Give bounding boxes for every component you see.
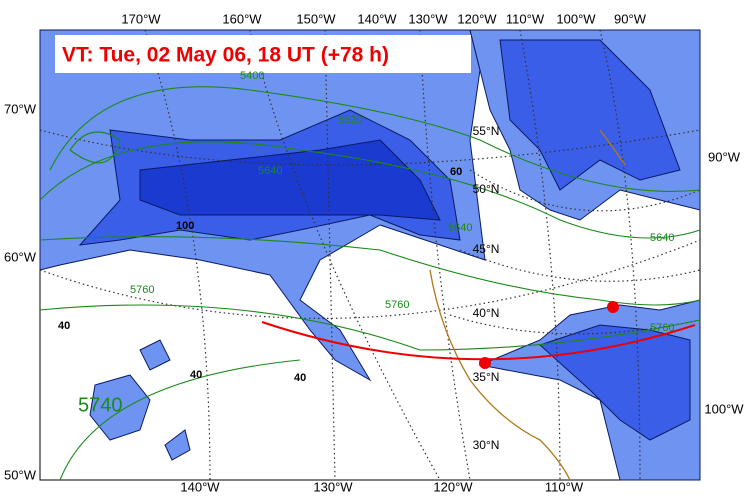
bottom-labels: 140°W 130°W 120°W 110°W: [180, 479, 583, 494]
coastline: [599, 129, 626, 166]
lon-label: 130°W: [408, 11, 448, 26]
lon-label: 100°W: [556, 11, 596, 26]
lat-label: 50°N: [473, 182, 500, 196]
contour-label: 5760: [650, 322, 674, 334]
jet-areas: [39, 29, 701, 481]
title-box: [55, 35, 471, 73]
lon-label: 140°W: [357, 11, 397, 26]
contour-label: 5640: [650, 232, 674, 244]
track-point: [479, 357, 491, 369]
contour-label: 5740: [78, 394, 123, 416]
lon-label: 160°W: [222, 11, 262, 26]
contour-labels: 5400 5520 5640 5640 5760 5760 5640 5760 …: [58, 70, 674, 416]
contour-label: 5760: [130, 284, 154, 296]
lat-label: 35°N: [473, 370, 500, 384]
lat-label: 30°N: [473, 438, 500, 452]
contour-label: 5760: [385, 299, 409, 311]
contour-label: 5640: [448, 222, 472, 234]
lon-label: 140°W: [180, 479, 220, 494]
lon-label: 70°W: [4, 101, 37, 116]
track-line: [261, 321, 696, 361]
lat-label: 55°N: [473, 124, 500, 138]
lon-label: 110°W: [506, 11, 545, 26]
contour-label: 5400: [240, 70, 264, 82]
contour-label: 60: [450, 166, 462, 178]
lon-label: 150°W: [296, 11, 336, 26]
lon-label: 120°W: [433, 479, 473, 494]
contour-label: 40: [190, 369, 202, 381]
lon-label: 50°W: [4, 467, 37, 482]
lon-label: 90°W: [708, 149, 741, 164]
coastline: [429, 269, 571, 481]
lon-label: 130°W: [313, 479, 353, 494]
lon-label: 100°W: [704, 401, 744, 416]
contour-label: 100: [176, 220, 194, 232]
lat-label: 45°N: [473, 242, 500, 256]
side-labels: 70°W 60°W 50°W 90°W 100°W: [4, 101, 744, 482]
contour-label: 40: [58, 320, 70, 332]
lon-label: 120°W: [457, 11, 497, 26]
contour-label: 5640: [258, 165, 282, 177]
lon-label: 90°W: [614, 11, 647, 26]
height-contours: [39, 86, 701, 481]
title: VT: Tue, 02 May 06, 18 UT (+78 h): [62, 44, 389, 67]
graticule: [39, 29, 701, 481]
lat-labels: 55°N 50°N 45°N 40°N 35°N 30°N: [473, 124, 500, 452]
track-point: [607, 301, 619, 313]
contour-label: 40: [294, 372, 306, 384]
lon-label: 60°W: [4, 249, 37, 264]
top-labels: 170°W 160°W 150°W 140°W 130°W 120°W 110°…: [121, 11, 646, 26]
lat-label: 40°N: [473, 306, 500, 320]
lon-label: 110°W: [545, 479, 584, 494]
contour-label: 5520: [338, 114, 362, 126]
lon-label: 170°W: [121, 11, 161, 26]
